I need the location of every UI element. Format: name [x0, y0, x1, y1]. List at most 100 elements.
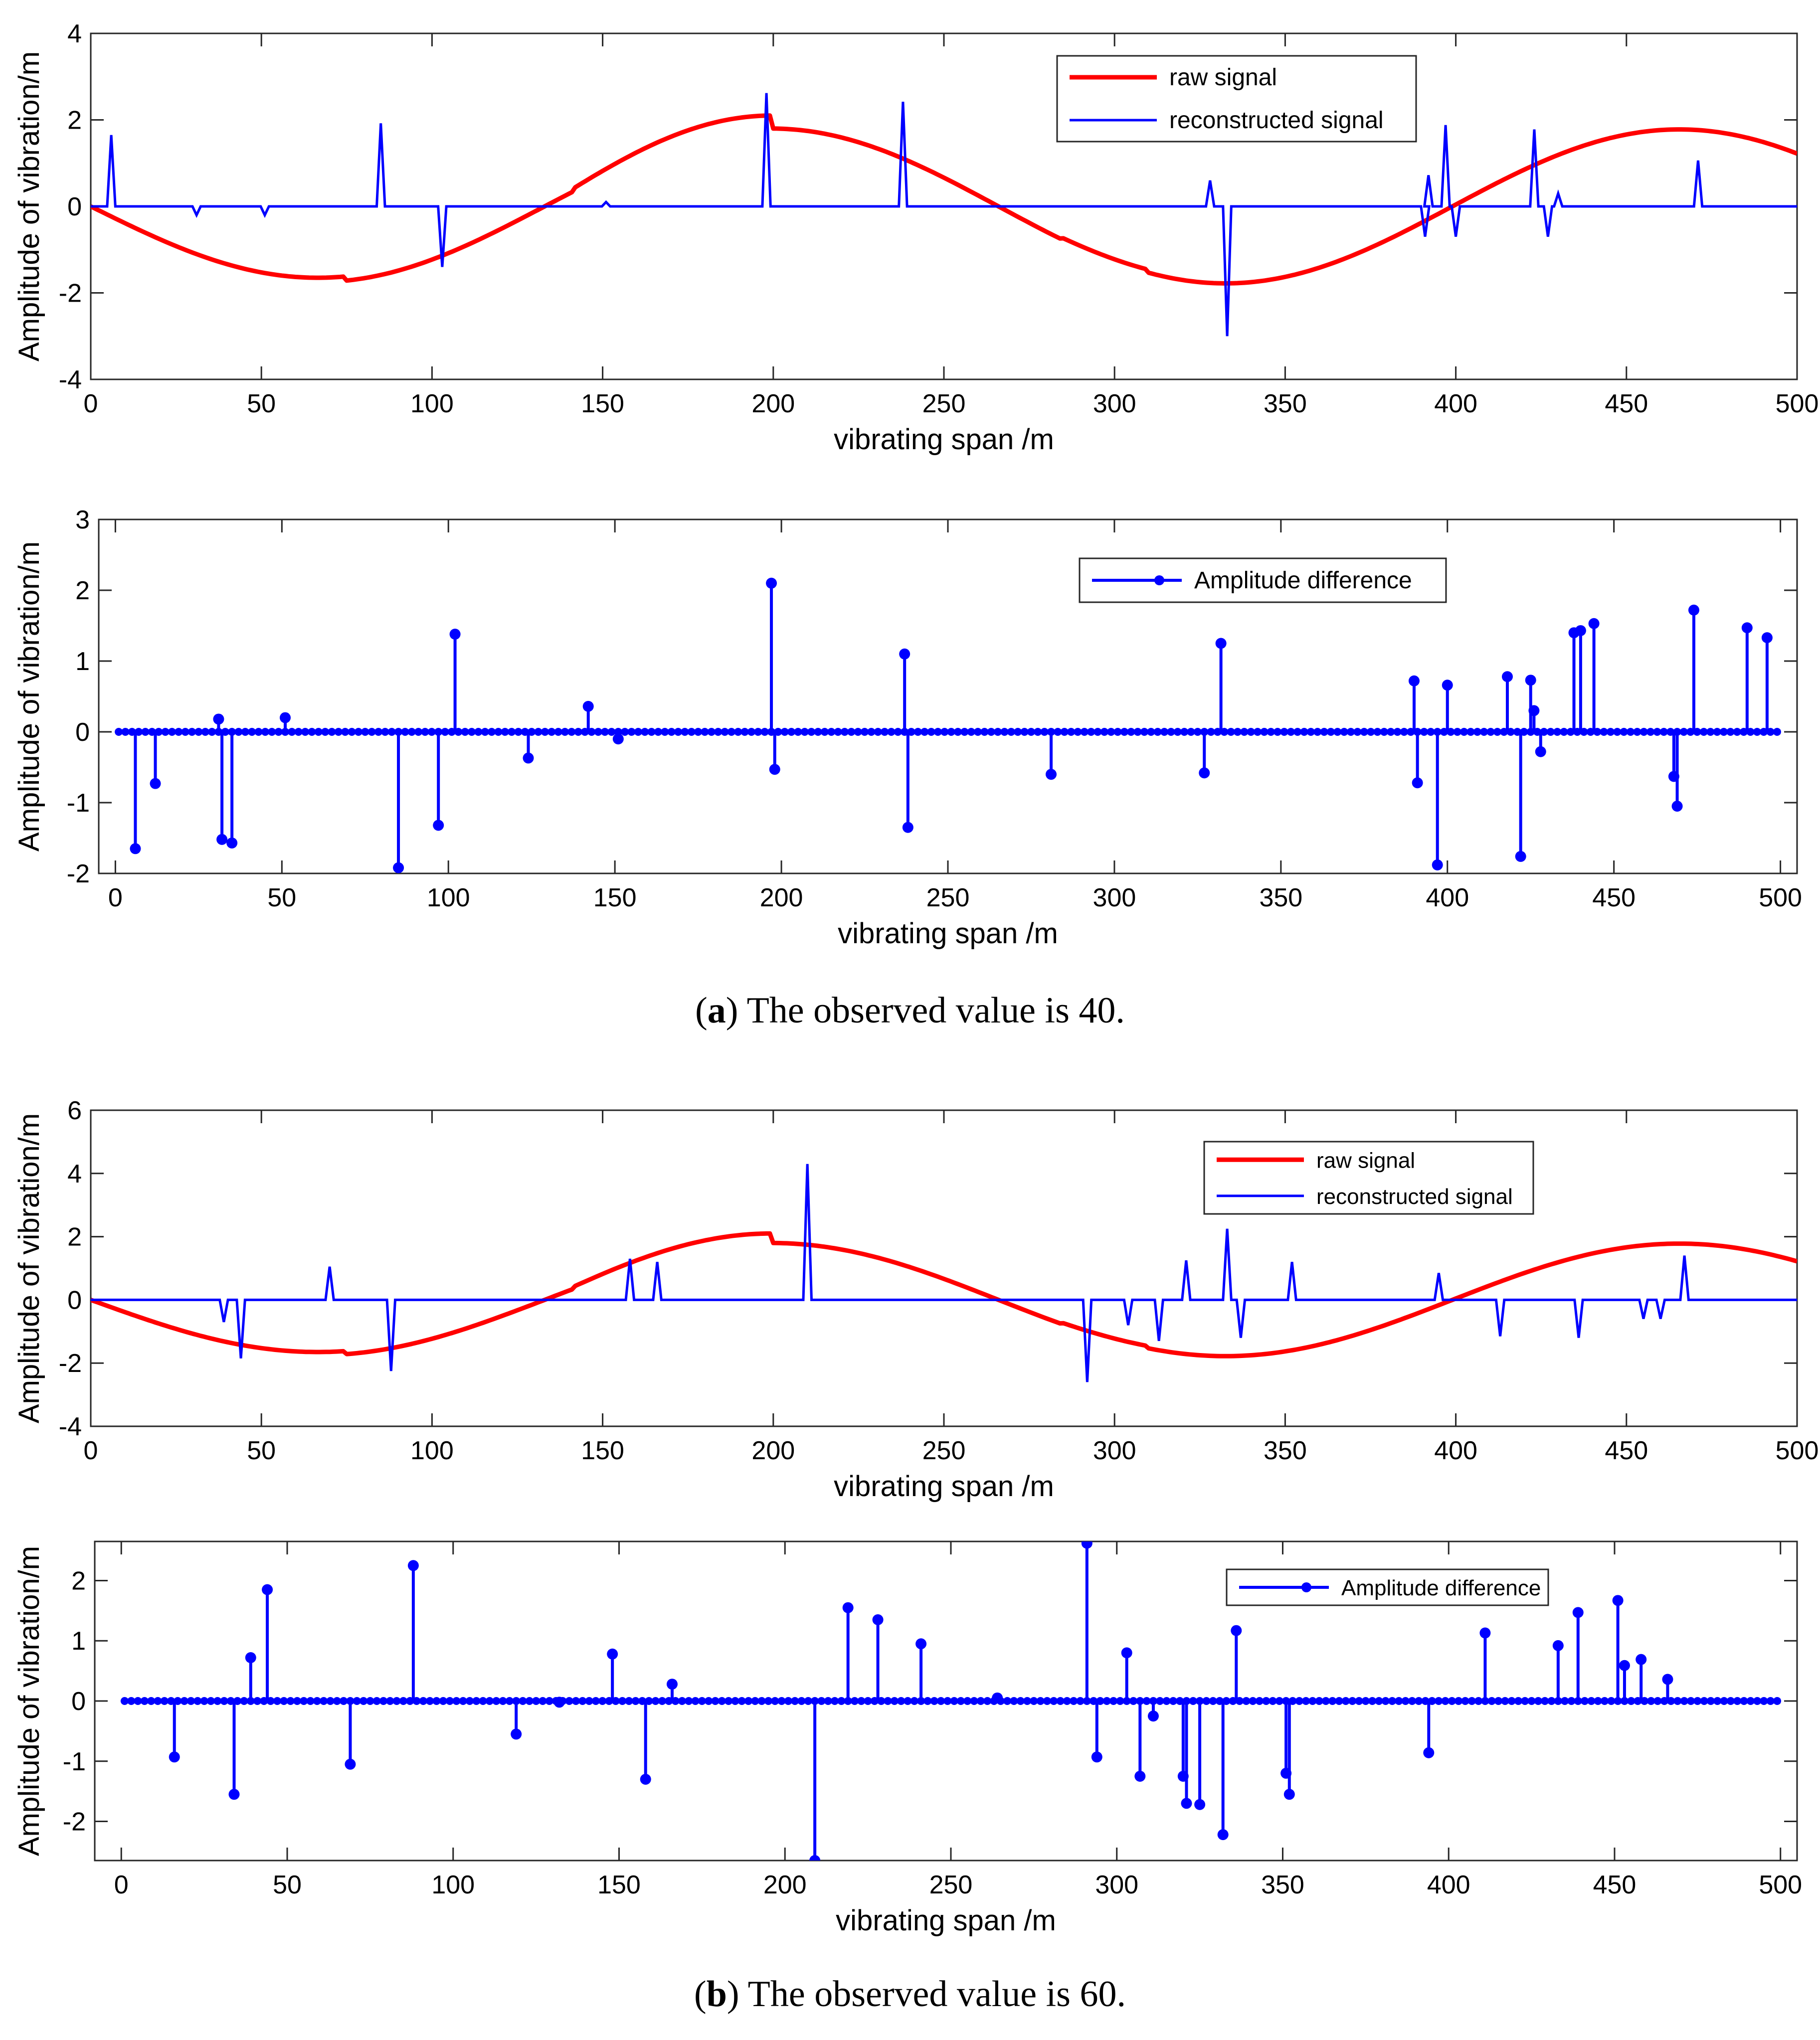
raw-signal-line — [91, 1231, 1797, 1359]
zero-marker — [1380, 728, 1388, 736]
zero-marker — [160, 1697, 169, 1705]
zero-marker — [1109, 1697, 1118, 1705]
zero-marker — [867, 728, 876, 736]
zero-marker — [1107, 728, 1115, 736]
zero-marker — [1368, 1697, 1377, 1705]
zero-marker — [1773, 728, 1781, 736]
zero-marker — [1007, 728, 1015, 736]
zero-marker — [864, 1697, 872, 1705]
zero-marker — [379, 1697, 387, 1705]
zero-marker — [621, 728, 629, 736]
zero-marker — [1030, 1697, 1038, 1705]
x-tick-label: 200 — [763, 1870, 807, 1899]
zero-marker — [186, 1697, 195, 1705]
zero-marker — [1753, 1697, 1762, 1705]
zero-marker — [831, 1697, 839, 1705]
zero-marker — [1587, 1697, 1596, 1705]
x-tick-label: 100 — [427, 883, 470, 912]
zero-marker — [1546, 728, 1555, 736]
zero-marker — [701, 728, 709, 736]
zero-marker — [1679, 728, 1688, 736]
zero-marker — [1160, 728, 1169, 736]
y-tick-label: 1 — [71, 1627, 86, 1656]
legend-box — [1056, 55, 1417, 143]
zero-marker — [1541, 1697, 1549, 1705]
zero-marker — [545, 1697, 553, 1705]
x-tick-label: 50 — [273, 1870, 302, 1899]
stem-marker — [1199, 767, 1210, 779]
stem-marker — [1741, 622, 1753, 634]
x-axis-label: vibrating span /m — [834, 423, 1054, 456]
zero-marker — [301, 728, 310, 736]
legend-box — [1203, 1141, 1534, 1215]
zero-marker — [631, 1697, 640, 1705]
x-tick-label: 450 — [1593, 1870, 1637, 1899]
caption-b-open: ( — [694, 1974, 707, 2015]
stem-marker — [992, 1692, 1003, 1703]
zero-marker — [519, 1697, 527, 1705]
zero-marker — [488, 728, 496, 736]
zero-marker — [1441, 1697, 1450, 1705]
zero-marker — [1249, 1697, 1257, 1705]
zero-marker — [354, 728, 363, 736]
zero-marker — [1333, 728, 1342, 736]
zero-marker — [1116, 1697, 1124, 1705]
zero-marker — [963, 1697, 972, 1705]
zero-marker — [857, 1697, 866, 1705]
stem-marker — [433, 820, 444, 831]
x-tick-label: 50 — [247, 389, 276, 418]
zero-marker — [585, 1697, 593, 1705]
x-tick-label: 450 — [1605, 389, 1648, 418]
y-tick-label: 6 — [67, 1096, 82, 1125]
zero-marker — [1275, 1697, 1283, 1705]
zero-marker — [1581, 1697, 1589, 1705]
zero-marker — [937, 1697, 945, 1705]
zero-marker — [1140, 728, 1149, 736]
x-tick-label: 350 — [1264, 389, 1307, 418]
zero-marker — [534, 728, 543, 736]
zero-marker — [306, 1697, 315, 1705]
x-tick-label: 100 — [431, 1870, 475, 1899]
zero-marker — [861, 728, 869, 736]
x-tick-label: 250 — [929, 1870, 973, 1899]
zero-marker — [1050, 1697, 1058, 1705]
legend-label: raw signal — [1316, 1148, 1415, 1173]
zero-marker — [1547, 1697, 1556, 1705]
stem-marker — [902, 822, 913, 833]
zero-marker — [240, 1697, 248, 1705]
reconstructed-signal-line — [91, 93, 1797, 337]
zero-marker — [1461, 1697, 1469, 1705]
stem-marker — [612, 733, 624, 745]
legend: Amplitude difference — [1226, 1568, 1549, 1606]
zero-marker — [193, 1697, 202, 1705]
zero-marker — [505, 1697, 514, 1705]
zero-marker — [1367, 728, 1375, 736]
x-tick-label: 150 — [581, 1436, 624, 1465]
zero-marker — [419, 1697, 427, 1705]
zero-marker — [361, 728, 369, 736]
zero-marker — [1713, 728, 1721, 736]
zero-marker — [374, 728, 382, 736]
zero-marker — [1773, 1697, 1782, 1705]
zero-marker — [1466, 728, 1475, 736]
zero-marker — [1202, 1697, 1211, 1705]
zero-marker — [837, 1697, 846, 1705]
x-tick-label: 150 — [581, 389, 624, 418]
caption-a-open: ( — [695, 990, 708, 1031]
zero-marker — [627, 728, 636, 736]
zero-marker — [360, 1697, 368, 1705]
zero-marker — [426, 1697, 434, 1705]
zero-marker — [956, 1697, 965, 1705]
x-tick-label: 400 — [1427, 1870, 1470, 1899]
zero-marker — [208, 728, 216, 736]
y-axis-label: Amplitude of vibration/m — [13, 1546, 45, 1856]
zero-marker — [705, 1697, 713, 1705]
y-axis-label: Amplitude of vibration/m — [13, 1113, 45, 1423]
x-tick-label: 300 — [1093, 389, 1136, 418]
stem-marker — [872, 1614, 884, 1625]
zero-marker — [1302, 1697, 1310, 1705]
stem-marker — [1121, 1647, 1132, 1659]
stem-marker — [1612, 1595, 1624, 1606]
zero-marker — [168, 728, 176, 736]
zero-marker — [407, 728, 416, 736]
